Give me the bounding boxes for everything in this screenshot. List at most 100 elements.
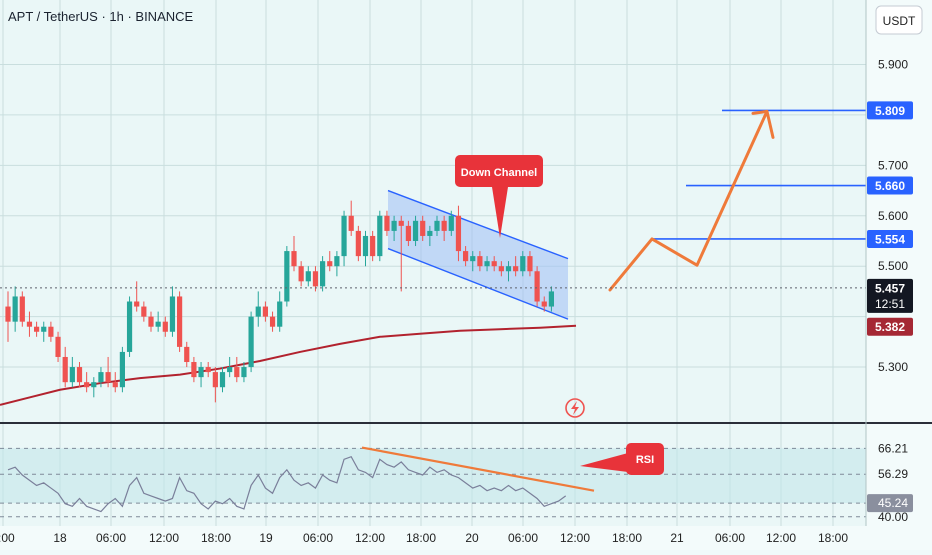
candle[interactable] bbox=[48, 321, 54, 342]
candle[interactable] bbox=[412, 215, 419, 247]
candle-body[interactable] bbox=[91, 382, 97, 388]
candle[interactable] bbox=[12, 286, 18, 332]
candle-body[interactable] bbox=[498, 266, 504, 272]
rsi-trendline[interactable] bbox=[361, 446, 595, 492]
candle[interactable] bbox=[262, 301, 268, 322]
candle[interactable] bbox=[198, 362, 204, 388]
candle-body[interactable] bbox=[513, 266, 519, 272]
rsi-indicator[interactable]: RSI bbox=[0, 443, 866, 518]
candle[interactable] bbox=[362, 230, 369, 267]
ma-value-tag[interactable] bbox=[867, 317, 913, 336]
candle[interactable] bbox=[105, 356, 111, 388]
candle-body[interactable] bbox=[62, 356, 68, 383]
candle-body[interactable] bbox=[548, 291, 554, 307]
candle[interactable] bbox=[505, 261, 512, 282]
candle[interactable] bbox=[191, 356, 197, 383]
candle[interactable] bbox=[470, 251, 476, 272]
candle-body[interactable] bbox=[134, 301, 140, 307]
candle-body[interactable] bbox=[227, 367, 233, 373]
candle[interactable] bbox=[513, 256, 519, 277]
candle-body[interactable] bbox=[205, 367, 211, 373]
rsi-callout[interactable]: RSI bbox=[580, 443, 664, 475]
candle-body[interactable] bbox=[26, 321, 33, 327]
candle-body[interactable] bbox=[277, 301, 283, 327]
price-axis-background[interactable] bbox=[866, 0, 932, 526]
candle[interactable] bbox=[398, 215, 404, 292]
projection-line[interactable] bbox=[608, 109, 769, 292]
candle[interactable] bbox=[41, 321, 47, 342]
candle[interactable] bbox=[227, 356, 233, 378]
candle-body[interactable] bbox=[320, 261, 326, 287]
candle[interactable] bbox=[420, 215, 426, 241]
candle-body[interactable] bbox=[148, 316, 154, 327]
candle-body[interactable] bbox=[384, 215, 390, 231]
candle-body[interactable] bbox=[312, 271, 319, 287]
candle-body[interactable] bbox=[284, 251, 290, 302]
candle-body[interactable] bbox=[5, 306, 11, 322]
candle[interactable] bbox=[141, 301, 147, 322]
candle[interactable] bbox=[434, 215, 440, 236]
candle-body[interactable] bbox=[370, 235, 376, 257]
rsi-callout-box[interactable] bbox=[626, 443, 664, 475]
candle-body[interactable] bbox=[241, 367, 247, 378]
candle-body[interactable] bbox=[12, 296, 18, 322]
candle[interactable] bbox=[548, 286, 554, 312]
candle[interactable] bbox=[277, 291, 283, 332]
candle[interactable] bbox=[98, 367, 104, 388]
candle[interactable] bbox=[541, 296, 547, 312]
candle[interactable] bbox=[355, 225, 361, 262]
candle[interactable] bbox=[62, 346, 68, 388]
candle-body[interactable] bbox=[34, 326, 40, 332]
candle-body[interactable] bbox=[162, 321, 168, 332]
candle-body[interactable] bbox=[76, 367, 83, 383]
candle[interactable] bbox=[327, 251, 333, 272]
channel-lower-line[interactable] bbox=[387, 247, 569, 320]
projection-arrowhead[interactable] bbox=[751, 109, 775, 139]
candle-body[interactable] bbox=[470, 256, 476, 262]
candle-body[interactable] bbox=[234, 367, 240, 378]
candle-body[interactable] bbox=[412, 220, 419, 241]
candle-body[interactable] bbox=[69, 367, 75, 383]
candle-body[interactable] bbox=[405, 225, 411, 241]
candle-body[interactable] bbox=[491, 261, 497, 267]
candle-body[interactable] bbox=[484, 261, 490, 267]
candle-body[interactable] bbox=[262, 306, 268, 317]
candle-body[interactable] bbox=[527, 256, 533, 272]
candle[interactable] bbox=[441, 215, 447, 241]
candle[interactable] bbox=[284, 246, 290, 307]
candle[interactable] bbox=[320, 256, 326, 292]
candle[interactable] bbox=[155, 311, 161, 332]
candle[interactable] bbox=[112, 372, 118, 393]
candle[interactable] bbox=[134, 281, 140, 312]
channel-fill[interactable] bbox=[388, 190, 568, 320]
candle-body[interactable] bbox=[98, 372, 104, 383]
annotations[interactable]: Down Channel bbox=[455, 155, 543, 238]
candle[interactable] bbox=[34, 321, 40, 337]
time-axis-background[interactable] bbox=[0, 526, 932, 550]
candle-body[interactable] bbox=[520, 256, 526, 272]
candle-body[interactable] bbox=[391, 220, 397, 231]
channel-upper-line[interactable] bbox=[387, 189, 569, 260]
candle-body[interactable] bbox=[291, 251, 297, 267]
candle-body[interactable] bbox=[434, 220, 440, 231]
candle-body[interactable] bbox=[463, 251, 469, 262]
candle[interactable] bbox=[527, 251, 533, 277]
candle-body[interactable] bbox=[119, 351, 125, 388]
candle[interactable] bbox=[91, 377, 97, 398]
candle-body[interactable] bbox=[298, 266, 304, 282]
candle[interactable] bbox=[348, 200, 354, 236]
candle-body[interactable] bbox=[441, 220, 447, 231]
candle[interactable] bbox=[5, 291, 11, 342]
candle[interactable] bbox=[370, 230, 376, 262]
candle-body[interactable] bbox=[169, 296, 176, 332]
candle-body[interactable] bbox=[255, 306, 261, 317]
candle-body[interactable] bbox=[341, 215, 347, 257]
down-channel[interactable] bbox=[387, 189, 569, 320]
rsi-current-tag[interactable] bbox=[867, 494, 913, 513]
candle-body[interactable] bbox=[248, 316, 254, 368]
candle-body[interactable] bbox=[48, 326, 54, 337]
candle[interactable] bbox=[119, 346, 125, 393]
candle-body[interactable] bbox=[362, 235, 369, 257]
candle[interactable] bbox=[455, 205, 462, 262]
